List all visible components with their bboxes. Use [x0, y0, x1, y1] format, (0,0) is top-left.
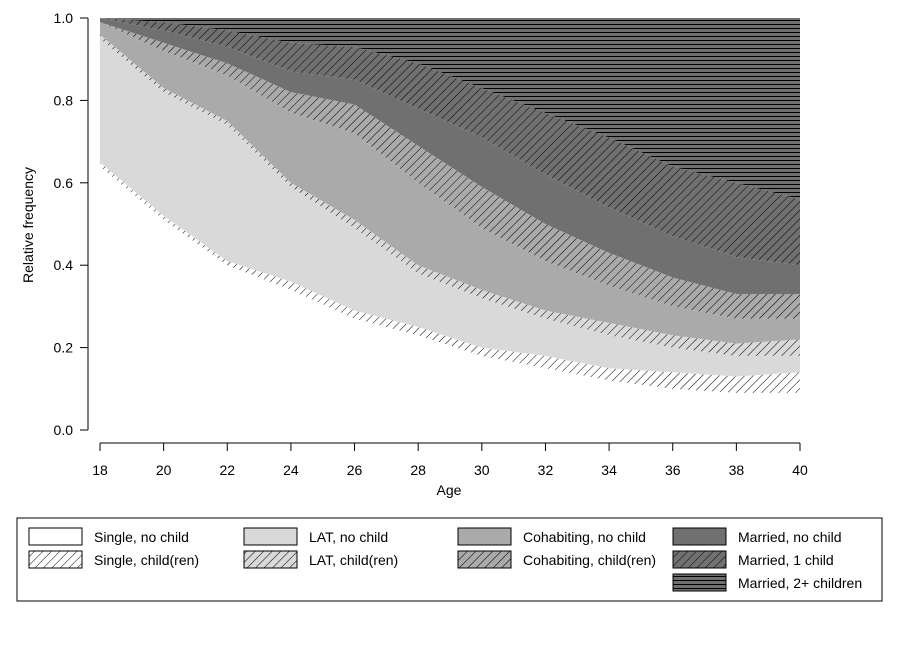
x-tick-label: 30 [474, 462, 490, 478]
area-single-no-child [100, 166, 800, 430]
x-tick-label: 40 [792, 462, 808, 478]
legend-box [16, 517, 883, 602]
x-tick-label: 38 [729, 462, 745, 478]
x-tick-label: 28 [410, 462, 426, 478]
x-tick-label: 26 [347, 462, 363, 478]
legend-hatch-married-2-children [672, 573, 727, 592]
x-axis-label: Age [437, 482, 462, 498]
x-tick-label: 18 [92, 462, 108, 478]
area-hatch-married-2-children [100, 18, 800, 200]
legend-swatch-lat-no-child [243, 527, 298, 546]
y-tick-label: 0.8 [54, 92, 74, 108]
legend-hatch-lat-child-ren [243, 550, 298, 569]
area-married-no-child [100, 18, 800, 295]
x-tick-label: 34 [601, 462, 617, 478]
area-hatch-cohabiting-child-ren [100, 22, 800, 319]
y-tick-label: 1.0 [54, 10, 74, 26]
y-tick-label: 0.4 [54, 257, 74, 273]
legend: Single, no child Single, child(ren) LAT, n… [28, 527, 862, 592]
y-tick-label: 0.6 [54, 175, 74, 191]
x-tick-label: 20 [156, 462, 172, 478]
axes: 18 20 22 24 26 28 30 32 34 36 38 40 0.0 0.2 0.4 0.6 0.8 1… [54, 10, 808, 478]
y-tick-label: 0.0 [54, 422, 74, 438]
legend-hatch-single-child-ren [28, 550, 83, 569]
legend-label: Married, no child [738, 529, 842, 545]
x-tick-label: 24 [283, 462, 299, 478]
area-lat-no-child [100, 38, 800, 377]
x-tick-label: 22 [219, 462, 235, 478]
legend-label: Married, 2+ children [738, 575, 862, 591]
legend-label: Cohabiting, child(ren) [523, 552, 656, 568]
legend-label: LAT, child(ren) [309, 552, 398, 568]
legend-hatch-cohabiting-child-ren [457, 550, 512, 569]
legend-label: Single, no child [94, 529, 189, 545]
legend-label: LAT, no child [309, 529, 388, 545]
y-tick-label: 0.2 [54, 340, 74, 356]
legend-hatch-married-1-child [672, 550, 727, 569]
area-cohabiting-no-child [100, 22, 800, 344]
x-tick-label: 36 [665, 462, 681, 478]
area-layers [100, 18, 800, 430]
y-axis-label: Relative frequency [20, 167, 36, 283]
legend-label: Cohabiting, no child [523, 529, 646, 545]
legend-swatch-married-no-child [672, 527, 727, 546]
area-hatch-married-1-child [100, 18, 800, 266]
legend-swatch-single-no-child [28, 527, 83, 546]
x-tick-label: 32 [538, 462, 554, 478]
legend-label: Married, 1 child [738, 552, 834, 568]
legend-swatch-cohabiting-no-child [457, 527, 512, 546]
legend-label: Single, child(ren) [94, 552, 199, 568]
